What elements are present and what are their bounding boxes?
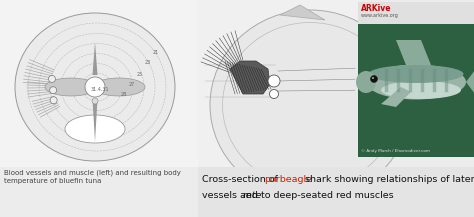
Text: 23: 23 [145,61,151,66]
Text: to deep-seated red muscles: to deep-seated red muscles [258,191,393,200]
Text: © Andy Murch / Elasmodiver.com: © Andy Murch / Elasmodiver.com [361,149,430,153]
Text: vessels and: vessels and [202,191,261,200]
Text: shark showing relationships of lateral blood: shark showing relationships of lateral b… [302,175,474,184]
Ellipse shape [368,65,464,83]
Ellipse shape [15,13,175,161]
Text: Cross-section of: Cross-section of [202,175,281,184]
Text: 31.4,31: 31.4,31 [91,87,109,92]
Circle shape [48,76,55,82]
Text: rete: rete [243,191,263,200]
Ellipse shape [93,78,145,96]
Ellipse shape [381,81,461,99]
Text: 27: 27 [129,82,135,87]
Text: 21: 21 [153,49,159,54]
Circle shape [268,75,280,87]
FancyBboxPatch shape [358,2,474,157]
Circle shape [372,77,374,79]
Text: Blood vessels and muscle (left) and resulting body
temperature of bluefin tuna: Blood vessels and muscle (left) and resu… [4,169,181,184]
Polygon shape [230,61,270,94]
Text: 25: 25 [137,71,143,77]
FancyBboxPatch shape [198,0,360,167]
Ellipse shape [210,10,410,200]
Polygon shape [280,5,325,20]
Ellipse shape [65,115,125,143]
Polygon shape [396,40,431,65]
Text: ARKive: ARKive [361,4,392,13]
FancyBboxPatch shape [358,2,474,24]
Polygon shape [381,87,411,107]
Ellipse shape [356,71,376,93]
Circle shape [50,87,57,94]
Ellipse shape [45,78,97,96]
Circle shape [371,76,377,82]
Polygon shape [466,62,474,102]
Text: www.arkive.org: www.arkive.org [361,13,399,18]
Polygon shape [92,99,98,142]
Circle shape [92,98,98,104]
Polygon shape [71,89,119,90]
Polygon shape [71,84,119,85]
FancyBboxPatch shape [0,0,198,167]
FancyBboxPatch shape [198,167,474,217]
Ellipse shape [366,64,466,100]
Circle shape [270,89,279,99]
Text: porbeagle: porbeagle [264,175,312,184]
Circle shape [50,97,57,104]
Text: 28: 28 [121,92,127,97]
Circle shape [85,77,105,97]
Polygon shape [92,42,98,75]
